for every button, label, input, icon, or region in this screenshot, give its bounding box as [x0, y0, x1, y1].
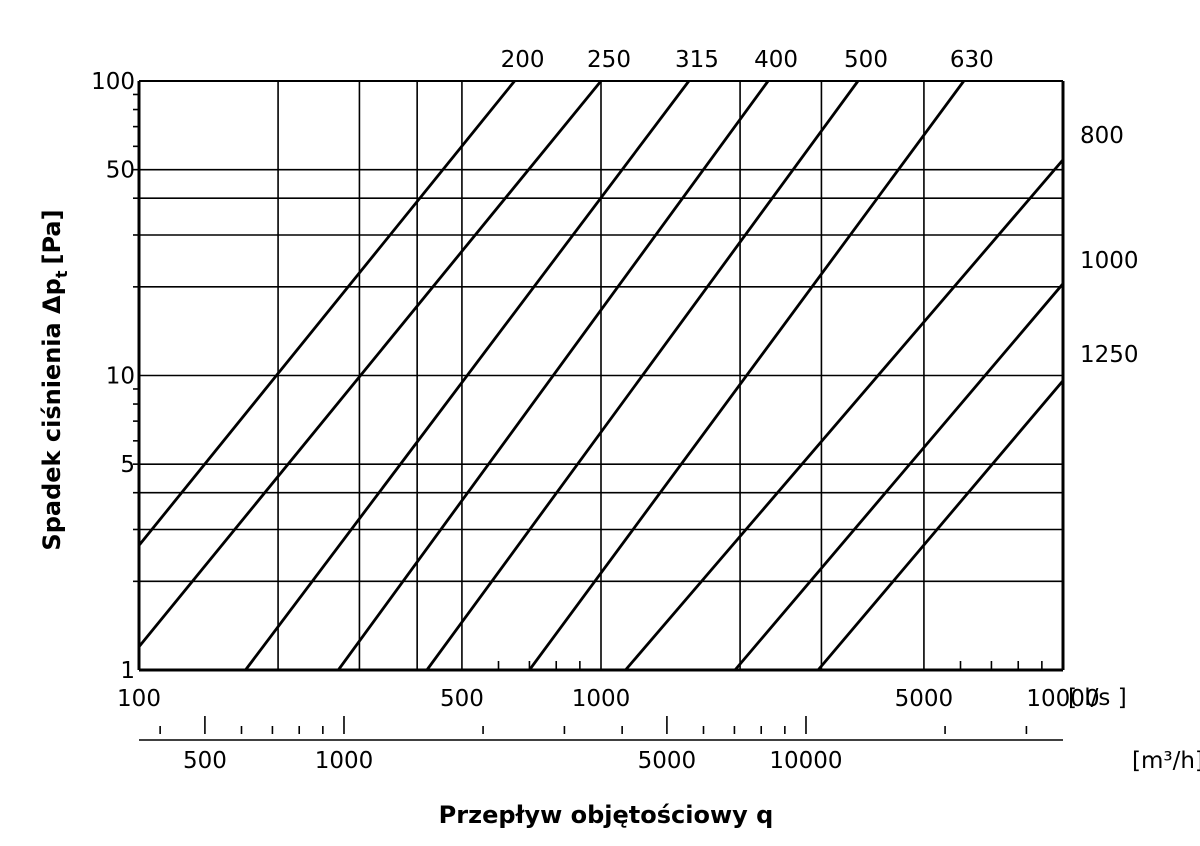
x2-tick-label: 1000	[315, 748, 374, 774]
series-line-500	[425, 80, 860, 671]
y-axis-title-main: Spadek ciśnienia Δp	[38, 278, 66, 550]
series-line-200	[137, 80, 516, 547]
x-axis-title: Przepływ objętościowy q	[439, 801, 774, 829]
series-line-630	[528, 80, 965, 671]
x-unit-label: [ l/s ]	[1068, 685, 1127, 711]
series-label-400: 400	[754, 47, 798, 73]
x2-tick-label: 5000	[638, 748, 697, 774]
grid	[139, 81, 1063, 670]
series-line-250	[137, 80, 603, 648]
x-tick-label: 1000	[572, 686, 631, 712]
y-tick-label: 5	[120, 452, 135, 478]
minor-ticks	[133, 93, 1063, 741]
series-label-200: 200	[501, 47, 545, 73]
series-label-630: 630	[950, 47, 994, 73]
x2-tick-label: 10000	[769, 748, 842, 774]
y-tick-label: 1	[120, 658, 135, 684]
series-line-400	[337, 80, 770, 671]
series-label-315: 315	[675, 47, 719, 73]
x2-unit-label: [m³/h]	[1132, 748, 1200, 774]
series-line-315	[244, 80, 691, 671]
series-labels: 200 250 315 400 500 630 800 1000 1250	[501, 47, 1139, 368]
y-axis-title: Spadek ciśnienia Δpt [Pa]	[38, 209, 71, 550]
y-tick-label: 100	[91, 69, 135, 95]
series-label-250: 250	[587, 47, 631, 73]
x2-tick-label: 500	[183, 748, 227, 774]
x-tick-label: 500	[440, 686, 484, 712]
series-label-1250: 1250	[1080, 342, 1139, 368]
series-line-1250	[817, 379, 1065, 671]
x-tick-label: 100	[117, 686, 161, 712]
x-tick-label: 5000	[895, 686, 954, 712]
y-axis-title-unit: [Pa]	[38, 209, 66, 264]
series-line-800	[624, 158, 1065, 671]
y-tick-label: 50	[106, 158, 135, 184]
series-line-1000	[733, 282, 1065, 671]
series-lines	[137, 80, 1065, 671]
x-tick-label: 10000	[1026, 686, 1099, 712]
series-label-1000: 1000	[1080, 248, 1139, 274]
y-tick-label: 10	[106, 364, 135, 390]
series-label-800: 800	[1080, 123, 1124, 149]
series-label-500: 500	[844, 47, 888, 73]
plot-frame	[137, 80, 1065, 672]
y-axis-title-sub: t	[52, 270, 71, 278]
